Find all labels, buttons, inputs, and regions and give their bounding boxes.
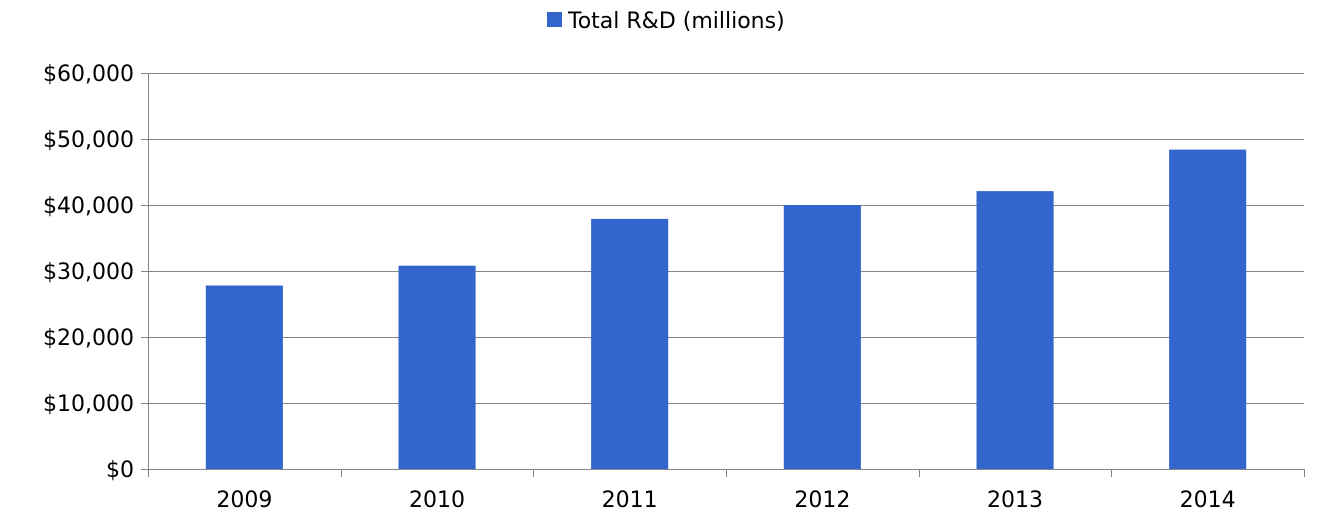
legend: Total R&D (millions) (547, 9, 785, 34)
bar-2013 (976, 191, 1054, 469)
x-tick-label: 2012 (794, 488, 850, 513)
axes (141, 73, 1305, 477)
bar-2012 (783, 205, 861, 469)
y-axis-tick-labels: $0 $10,000 $20,000 $30,000 $40,000 $50,000 $60… (43, 62, 134, 483)
bar-2009 (205, 285, 283, 469)
y-tick-label: $60,000 (43, 62, 134, 87)
x-tick-label: 2011 (602, 488, 658, 513)
y-tick-label: $50,000 (43, 128, 134, 153)
x-axis-tick-labels: 2009 2010 2011 2012 2013 2014 (216, 488, 1235, 513)
y-tick-label: $0 (106, 458, 134, 483)
x-tick-label: 2009 (216, 488, 272, 513)
y-tick-label: $10,000 (43, 392, 134, 417)
y-tick-label: $40,000 (43, 194, 134, 219)
bar-2011 (591, 218, 669, 469)
legend-label: Total R&D (millions) (567, 9, 785, 34)
x-tick-label: 2014 (1180, 488, 1236, 513)
x-tick-label: 2013 (987, 488, 1043, 513)
bars (205, 149, 1247, 469)
bar-2014 (1169, 149, 1247, 469)
y-tick-label: $20,000 (43, 326, 134, 351)
gridlines (148, 73, 1304, 404)
bar-2010 (398, 265, 476, 469)
x-tick-label: 2010 (409, 488, 465, 513)
legend-swatch (547, 12, 562, 27)
y-tick-label: $30,000 (43, 260, 134, 285)
